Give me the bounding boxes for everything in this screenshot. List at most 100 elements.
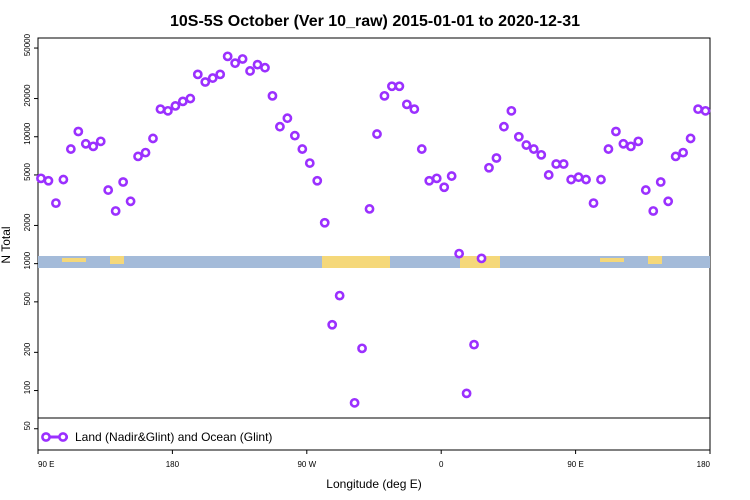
x-tick-label: 180 bbox=[697, 460, 711, 469]
data-point bbox=[51, 198, 61, 208]
legend: Land (Nadir&Glint) and Ocean (Glint) bbox=[37, 417, 711, 451]
data-point bbox=[237, 54, 248, 64]
data-point bbox=[88, 141, 99, 152]
data-point bbox=[506, 105, 517, 116]
data-point bbox=[140, 147, 151, 158]
data-point bbox=[192, 69, 203, 80]
data-point bbox=[387, 81, 397, 92]
x-tick-label: 90 E bbox=[567, 460, 583, 469]
y-axis: 50 100 200 500 1000 2000 5000 10000 20000 50000 bbox=[23, 33, 38, 430]
data-point bbox=[364, 204, 375, 214]
data-point bbox=[469, 339, 479, 350]
y-tick-label: 50 bbox=[23, 421, 32, 430]
data-point bbox=[611, 126, 621, 137]
data-point bbox=[230, 58, 241, 69]
data-point bbox=[200, 77, 211, 87]
x-axis: 90 E 180 90 W 0 90 E 180 bbox=[37, 450, 711, 469]
y-tick-label: 50000 bbox=[23, 33, 32, 56]
data-point bbox=[401, 99, 412, 110]
data-point bbox=[551, 159, 562, 169]
data-point bbox=[297, 144, 308, 154]
data-point bbox=[185, 93, 196, 104]
land-islands-left bbox=[62, 258, 86, 262]
data-point bbox=[163, 105, 173, 116]
y-tick-label: 100 bbox=[23, 380, 32, 394]
data-point bbox=[110, 206, 121, 216]
data-point bbox=[603, 144, 614, 154]
data-point bbox=[625, 141, 636, 152]
land-americas bbox=[322, 256, 390, 268]
data-point bbox=[357, 343, 367, 354]
data-point bbox=[640, 185, 651, 195]
data-point bbox=[648, 206, 659, 216]
data-point bbox=[36, 173, 46, 184]
data-point bbox=[372, 129, 382, 139]
data-points bbox=[36, 51, 711, 449]
data-point bbox=[133, 151, 143, 162]
y-tick-label: 10000 bbox=[23, 122, 32, 145]
x-tick-label: 90 E bbox=[38, 460, 54, 469]
data-point bbox=[446, 171, 457, 181]
data-point bbox=[95, 136, 106, 147]
data-point bbox=[581, 174, 591, 185]
map-strip bbox=[38, 256, 710, 268]
data-point bbox=[80, 138, 91, 149]
data-point bbox=[170, 101, 181, 111]
data-point bbox=[454, 248, 465, 259]
legend-label: Land (Nadir&Glint) and Ocean (Glint) bbox=[75, 430, 272, 444]
data-point bbox=[334, 290, 345, 301]
data-point bbox=[618, 138, 629, 149]
data-point bbox=[215, 69, 226, 80]
data-point bbox=[528, 144, 539, 154]
data-point bbox=[65, 144, 76, 154]
legend-box bbox=[37, 417, 711, 451]
data-point bbox=[499, 121, 509, 132]
data-point bbox=[207, 73, 218, 83]
data-point bbox=[319, 217, 330, 228]
data-point bbox=[409, 104, 420, 115]
data-point bbox=[275, 121, 285, 132]
data-point bbox=[222, 51, 233, 62]
data-point bbox=[58, 174, 69, 185]
data-point bbox=[566, 174, 577, 185]
data-point bbox=[312, 175, 323, 186]
data-point bbox=[43, 175, 54, 186]
y-tick-label: 500 bbox=[23, 292, 32, 306]
legend-marker bbox=[41, 432, 51, 442]
data-point bbox=[663, 196, 674, 207]
data-point bbox=[573, 172, 584, 183]
data-point bbox=[416, 144, 427, 154]
y-tick-label: 2000 bbox=[23, 213, 32, 231]
x-axis-label: Longitude (deg E) bbox=[326, 477, 421, 491]
data-point bbox=[439, 182, 450, 193]
data-point bbox=[431, 173, 442, 184]
data-point bbox=[282, 113, 293, 124]
y-tick-label: 20000 bbox=[23, 84, 32, 107]
data-point bbox=[177, 96, 188, 107]
x-tick-label: 180 bbox=[166, 460, 180, 469]
data-point bbox=[252, 59, 263, 70]
data-point bbox=[558, 159, 569, 169]
data-point bbox=[260, 62, 270, 73]
land-new-guinea-left bbox=[110, 256, 124, 264]
y-tick-label: 200 bbox=[23, 342, 32, 356]
data-point bbox=[588, 198, 599, 208]
data-point bbox=[596, 174, 606, 185]
data-point bbox=[125, 196, 136, 207]
data-point bbox=[394, 81, 405, 92]
data-point bbox=[289, 130, 300, 141]
x-tick-label: 90 W bbox=[297, 460, 316, 469]
data-point bbox=[155, 104, 166, 115]
data-point bbox=[655, 177, 666, 187]
data-point bbox=[543, 170, 554, 180]
land-islands-right bbox=[600, 258, 624, 262]
y-tick-label: 5000 bbox=[23, 162, 32, 180]
data-point bbox=[461, 388, 472, 399]
data-point bbox=[103, 185, 114, 195]
data-point bbox=[678, 147, 689, 158]
data-point bbox=[513, 131, 524, 142]
x-tick-label: 0 bbox=[439, 460, 444, 469]
data-point bbox=[118, 177, 129, 187]
data-point bbox=[379, 90, 390, 101]
data-point bbox=[693, 104, 703, 115]
